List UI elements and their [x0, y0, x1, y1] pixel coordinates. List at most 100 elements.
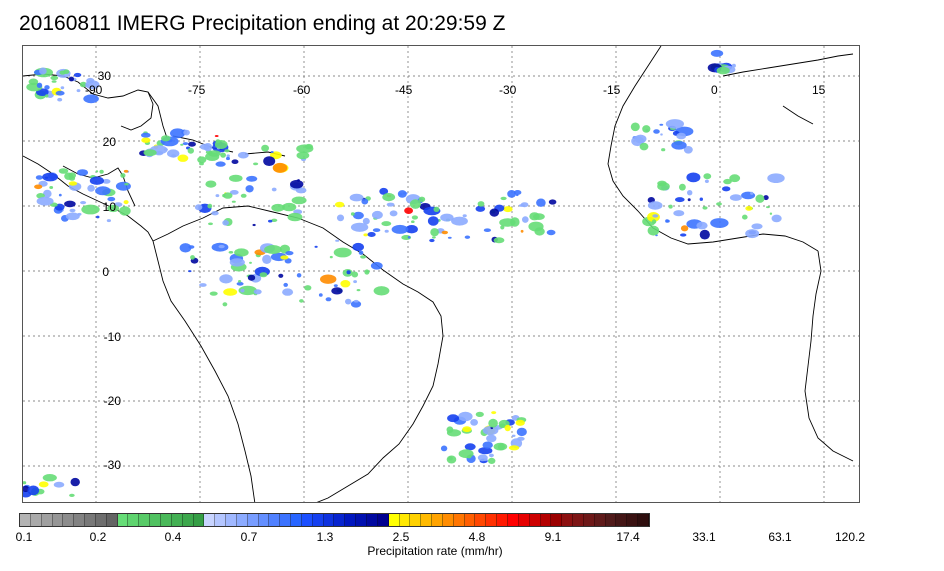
- precip-cell: [64, 200, 76, 208]
- precip-cell: [745, 229, 760, 239]
- precip-cell: [270, 151, 274, 153]
- precip-cell: [231, 159, 239, 164]
- precip-cell: [325, 297, 332, 302]
- precip-cell: [36, 196, 54, 206]
- precip-cell: [729, 194, 742, 201]
- precip-cell: [34, 184, 43, 190]
- precip-cell: [271, 187, 277, 192]
- colorbar-tick-label: 9.1: [544, 530, 562, 544]
- precip-cell: [214, 135, 219, 137]
- precip-cell: [478, 447, 493, 455]
- precip-cell: [208, 222, 213, 226]
- colorbar-swatch: [432, 514, 443, 526]
- precip-cell: [49, 186, 54, 189]
- precip-cell: [211, 211, 219, 216]
- colorbar-swatch: [312, 514, 324, 526]
- precip-cell: [755, 194, 765, 203]
- precip-cell: [264, 245, 282, 254]
- map-title: 20160811 IMERG Precipitation ending at 2…: [19, 12, 506, 35]
- precip-cell: [161, 135, 171, 142]
- precip-cell: [238, 280, 242, 283]
- colorbar-swatch: [160, 514, 172, 526]
- precip-cell: [182, 142, 189, 146]
- precip-cell: [318, 293, 323, 297]
- precip-cell: [679, 183, 686, 191]
- colorbar-tick-label: 0.2: [89, 530, 107, 544]
- precip-cell: [653, 129, 660, 134]
- precip-cell: [634, 134, 647, 144]
- precip-cell: [504, 424, 511, 432]
- colorbar-tick-label: 63.1: [768, 530, 792, 544]
- colorbar-swatch: [204, 514, 216, 526]
- precip-cell: [346, 270, 351, 275]
- precip-cell: [76, 169, 89, 176]
- precip-cell: [253, 289, 262, 295]
- precip-cell: [489, 208, 500, 217]
- precip-cell: [44, 85, 50, 90]
- colorbar-swatch: [20, 514, 31, 526]
- precip-cell: [407, 236, 411, 239]
- precip-cell: [462, 426, 472, 433]
- colorbar-swatch: [573, 514, 584, 526]
- precip-cell: [687, 198, 691, 202]
- precip-cell: [432, 236, 436, 239]
- precip-cell: [263, 156, 276, 166]
- precip-cell: [446, 426, 454, 434]
- precip-cell: [680, 233, 687, 237]
- precip-cell: [53, 481, 65, 488]
- colorbar-swatch: [74, 514, 86, 526]
- precip-cell: [464, 235, 471, 239]
- precip-cell: [334, 201, 345, 208]
- lon-label: -75: [188, 83, 206, 97]
- precip-cell: [671, 141, 687, 150]
- lat-label: 30: [98, 69, 112, 83]
- precip-cell: [513, 190, 522, 195]
- colorbar-swatch: [323, 514, 335, 526]
- colorbar-swatch: [150, 514, 161, 526]
- precip-cell: [769, 212, 773, 215]
- precip-cell: [364, 269, 370, 275]
- precip-cell: [43, 189, 52, 198]
- precip-cell: [458, 449, 474, 459]
- precip-cell: [270, 151, 282, 160]
- precip-cell: [123, 200, 129, 205]
- precip-cell: [683, 146, 693, 154]
- precip-cell: [731, 63, 736, 68]
- colorbar-swatch: [421, 514, 433, 526]
- precip-cell: [475, 205, 486, 212]
- precip-cell: [515, 419, 525, 426]
- latitude-labels: 30 20 10 0 -10 -20 -30: [98, 69, 122, 472]
- precip-cell: [231, 200, 236, 203]
- precip-cell: [696, 221, 708, 230]
- colorbar-swatch: [215, 514, 227, 526]
- precip-cell: [333, 284, 338, 287]
- precip-cell: [699, 229, 710, 240]
- precip-cell: [226, 156, 230, 161]
- precip-cell: [224, 149, 230, 153]
- precipitation-map: -90 -75 -60 -45 -30 -15 0 15 30 20 10 0 …: [22, 45, 860, 503]
- precip-cell: [50, 75, 59, 81]
- precip-cell: [367, 232, 376, 237]
- precip-cell: [642, 125, 651, 133]
- precip-cell: [51, 80, 57, 83]
- precip-cell: [99, 169, 104, 174]
- precip-cell: [229, 190, 239, 195]
- precip-cell: [27, 485, 40, 496]
- precip-cell: [687, 190, 693, 196]
- precip-cell: [238, 285, 257, 296]
- lon-label: -60: [293, 83, 311, 97]
- precip-cell: [699, 197, 703, 201]
- precip-cell: [81, 204, 100, 215]
- precip-cell: [58, 168, 69, 174]
- precip-cell: [215, 194, 220, 198]
- precip-cell: [486, 434, 497, 443]
- lon-label: 0: [711, 83, 718, 97]
- precip-cell: [222, 220, 229, 226]
- precip-cell: [64, 172, 73, 180]
- colorbar-swatch: [269, 514, 281, 526]
- precip-cell: [440, 445, 448, 452]
- precip-cell: [36, 82, 43, 88]
- colorbar-swatch: [562, 514, 574, 526]
- precip-cell: [199, 162, 204, 166]
- colorbar-tick-label: 0.7: [240, 530, 258, 544]
